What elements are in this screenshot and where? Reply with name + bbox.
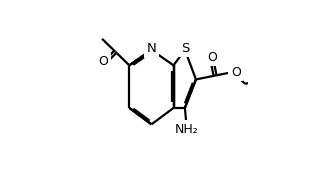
Text: NH₂: NH₂ <box>174 123 198 136</box>
Text: O: O <box>99 55 109 68</box>
Text: O: O <box>207 51 217 64</box>
Text: O: O <box>231 66 241 79</box>
Text: N: N <box>147 42 156 55</box>
Text: S: S <box>181 42 189 55</box>
